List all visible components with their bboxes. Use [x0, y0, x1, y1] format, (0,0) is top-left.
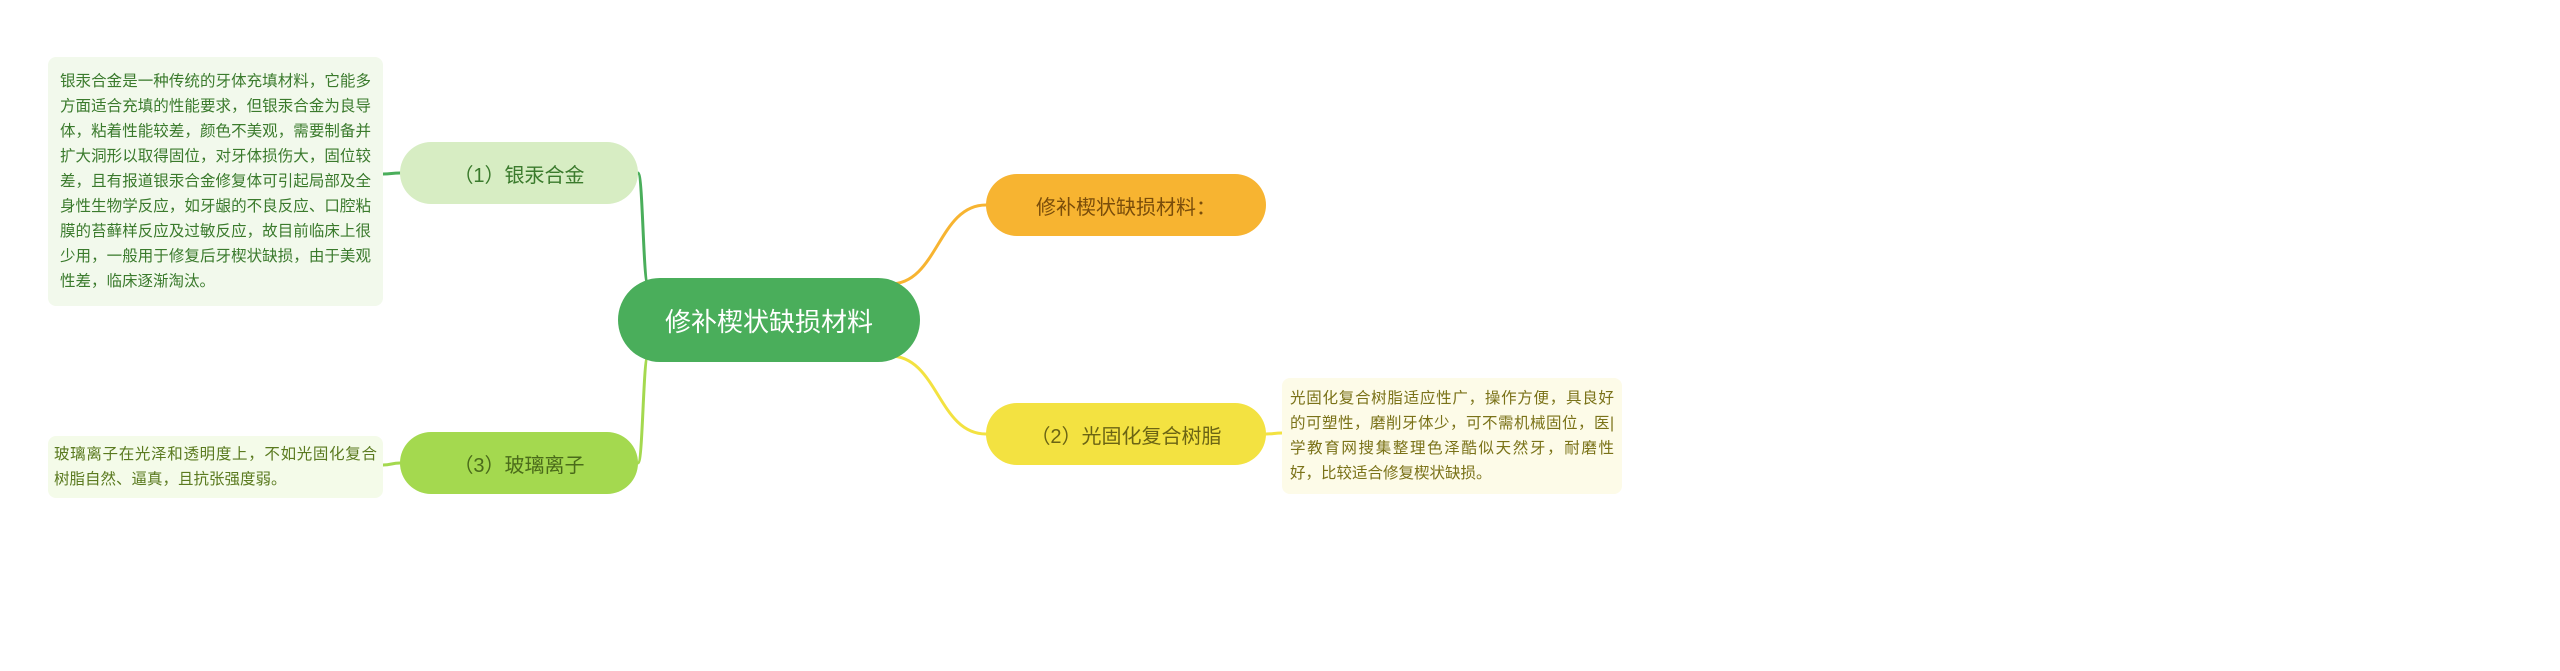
branch-node-n1: （1）银汞合金 [400, 142, 638, 204]
mindmap-stage: 修补楔状缺损材料 （1）银汞合金银汞合金是一种传统的牙体充填材料，它能多方面适合充… [0, 0, 2560, 671]
branch-desc-n2: 光固化复合树脂适应性广，操作方便，具良好的可塑性，磨削牙体少，可不需机械固位，医… [1282, 378, 1622, 494]
branch-node-n3: （3）玻璃离子 [400, 432, 638, 494]
branch-desc-n1: 银汞合金是一种传统的牙体充填材料，它能多方面适合充填的性能要求，但银汞合金为良导… [48, 57, 383, 306]
branch-node-n2: （2）光固化复合树脂 [986, 403, 1266, 465]
branch-desc-n3: 玻璃离子在光泽和透明度上，不如光固化复合树脂自然、逼真，且抗张强度弱。 [48, 436, 383, 498]
edges-layer [0, 0, 2560, 671]
center-node: 修补楔状缺损材料 [618, 278, 920, 362]
branch-node-intro: 修补楔状缺损材料： [986, 174, 1266, 236]
